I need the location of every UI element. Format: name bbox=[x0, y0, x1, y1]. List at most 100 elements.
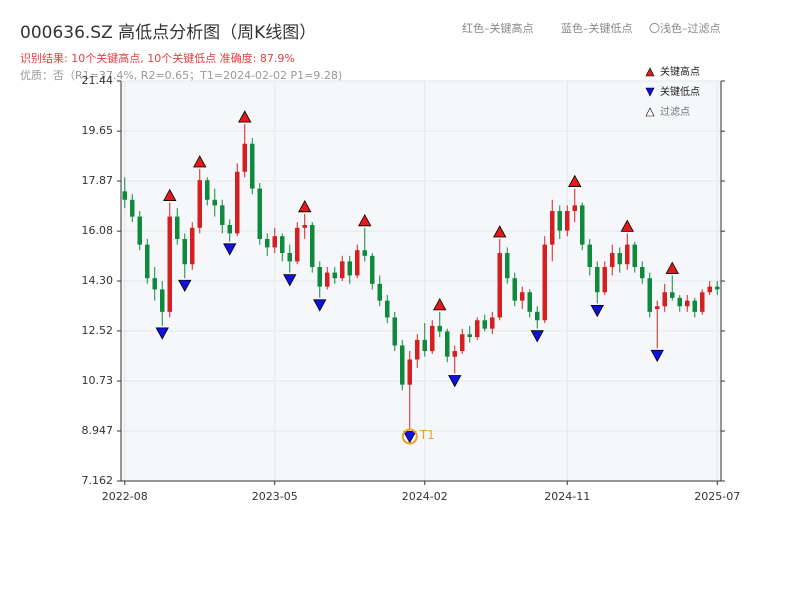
key-low bbox=[283, 274, 297, 287]
candle-body bbox=[550, 210, 555, 245]
t1-marker bbox=[401, 428, 418, 445]
candle-body bbox=[625, 244, 630, 265]
candle-body bbox=[535, 311, 540, 321]
candle-body bbox=[715, 286, 720, 290]
key-low bbox=[178, 279, 192, 293]
candle-body bbox=[670, 292, 675, 298]
key-low bbox=[223, 243, 237, 256]
candle-body bbox=[392, 317, 397, 346]
candle-body bbox=[662, 292, 667, 307]
candle-body bbox=[430, 325, 435, 352]
candle-body bbox=[347, 261, 352, 276]
subtitle: 识别结果: 10个关键高点, 10个关键低点 准确度: 87.9% bbox=[20, 51, 295, 65]
candle-body bbox=[542, 244, 547, 321]
candle-body bbox=[377, 283, 382, 301]
candle-body bbox=[677, 297, 682, 307]
candle-body bbox=[272, 236, 277, 248]
key-high bbox=[620, 219, 634, 232]
candle-body bbox=[160, 289, 165, 312]
x-tick-label: 2024-11 bbox=[544, 490, 590, 503]
candle-body bbox=[707, 286, 712, 293]
candle-body bbox=[527, 292, 532, 312]
candle-body bbox=[452, 351, 457, 357]
candle-body bbox=[422, 339, 427, 352]
candle-body bbox=[557, 210, 562, 231]
candle-body bbox=[265, 239, 270, 248]
top-legend: 蓝色–关键低点 bbox=[561, 21, 633, 35]
candle-body bbox=[370, 255, 375, 284]
legend-label: 关键低点 bbox=[660, 85, 700, 98]
legend-marker bbox=[645, 107, 655, 117]
key-low bbox=[313, 299, 327, 312]
candle-body bbox=[482, 320, 487, 329]
candle-body bbox=[475, 320, 480, 338]
candle-body bbox=[512, 278, 517, 301]
key-low bbox=[650, 349, 664, 363]
candle-body bbox=[437, 325, 442, 332]
y-tick-label: 19.65 bbox=[82, 124, 114, 137]
key-low bbox=[448, 375, 462, 388]
candle-body bbox=[325, 272, 330, 287]
note: 优质：否（R1=37.4%, R2=0.65；T1=2024-02-02 P1=… bbox=[20, 69, 342, 82]
key-low bbox=[530, 330, 544, 343]
candle-body bbox=[460, 334, 465, 352]
candle-body bbox=[655, 306, 660, 310]
candle-body bbox=[287, 253, 292, 262]
candle-body bbox=[647, 278, 652, 312]
candle-body bbox=[242, 143, 247, 172]
candle-body bbox=[490, 317, 495, 329]
candle-body bbox=[220, 205, 225, 225]
candle-body bbox=[310, 224, 315, 268]
candle-body bbox=[520, 292, 525, 301]
key-high bbox=[163, 188, 177, 201]
candle-body bbox=[317, 267, 322, 287]
candle-body bbox=[362, 250, 367, 256]
x-tick-label: 2022-08 bbox=[102, 490, 148, 503]
candle-body bbox=[122, 191, 127, 200]
candle-body bbox=[700, 292, 705, 312]
y-tick-label: 12.52 bbox=[82, 324, 114, 337]
y-tick-label: 17.87 bbox=[82, 174, 114, 187]
candle-body bbox=[610, 253, 615, 268]
candle-body bbox=[587, 244, 592, 268]
y-tick-label: 10.73 bbox=[82, 374, 114, 387]
candle-body bbox=[182, 239, 187, 265]
candle-body bbox=[497, 253, 502, 318]
candle-body bbox=[190, 227, 195, 265]
candle-body bbox=[145, 244, 150, 279]
legend-marker bbox=[645, 87, 655, 97]
legend-marker bbox=[645, 67, 655, 77]
key-high bbox=[493, 225, 507, 238]
candle-body bbox=[692, 300, 697, 312]
candle-body bbox=[340, 261, 345, 279]
candle-body bbox=[685, 300, 690, 307]
candle-body bbox=[385, 300, 390, 318]
key-high bbox=[298, 199, 312, 213]
candle-body bbox=[130, 199, 135, 217]
top-legend: 〇浅色–过滤点 bbox=[649, 21, 721, 35]
legend-label: 关键高点 bbox=[660, 65, 700, 78]
candle-body bbox=[302, 224, 307, 228]
candle-body bbox=[205, 180, 210, 200]
candle-body bbox=[295, 227, 300, 262]
key-high bbox=[433, 298, 447, 311]
key-high bbox=[193, 155, 207, 168]
candle-body bbox=[632, 244, 637, 268]
legend-label: 过滤点 bbox=[660, 105, 690, 118]
candle-body bbox=[197, 180, 202, 228]
top-legend: 红色–关键高点 bbox=[462, 21, 534, 35]
y-tick-label: 14.30 bbox=[82, 274, 114, 287]
candle-body bbox=[445, 331, 450, 357]
t1-label: T1 bbox=[419, 428, 435, 442]
candle-body bbox=[257, 188, 262, 240]
chart-title: 000636.SZ 高低点分析图（周K线图） bbox=[20, 23, 316, 43]
key-low bbox=[155, 327, 169, 340]
candle-body bbox=[572, 205, 577, 211]
candle-body bbox=[505, 253, 510, 279]
x-tick-label: 2023-05 bbox=[252, 490, 298, 503]
candle-body bbox=[602, 267, 607, 293]
candle-body bbox=[617, 253, 622, 265]
candle-body bbox=[250, 143, 255, 189]
x-tick-label: 2024-02 bbox=[402, 490, 448, 503]
